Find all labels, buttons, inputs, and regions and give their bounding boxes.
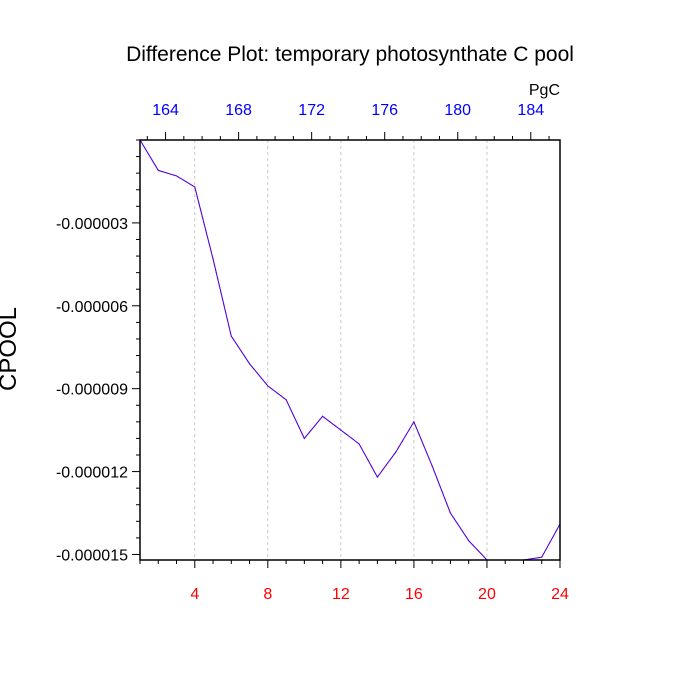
x-tick-label: 8	[263, 586, 272, 603]
y-tick-label: -0.000009	[56, 382, 128, 399]
series-line-base	[140, 140, 560, 560]
x-tick-label: 24	[551, 586, 569, 603]
data-point	[267, 385, 269, 387]
y-tick-label: -0.000012	[56, 465, 128, 482]
x-tick-label: 16	[405, 586, 423, 603]
grid-lines	[194, 140, 488, 560]
data-point	[376, 476, 378, 478]
x-tick-label: 4	[190, 586, 199, 603]
data-point	[358, 443, 360, 445]
top-axis-unit: PgC	[529, 82, 560, 99]
series-line	[140, 140, 560, 560]
chart-title: Difference Plot: temporary photosynthate…	[126, 43, 574, 66]
top-tick-label: 172	[298, 102, 325, 119]
plot-frame	[139, 139, 561, 561]
data-point	[413, 421, 415, 423]
data-point	[449, 512, 451, 514]
data-point	[431, 465, 433, 467]
top-tick-label: 180	[444, 102, 471, 119]
data-point	[285, 399, 287, 401]
data-point	[541, 556, 543, 558]
top-tick-label: 176	[371, 102, 398, 119]
y-tick-label: -0.000003	[56, 216, 128, 233]
data-point	[230, 335, 232, 337]
top-tick-label: 164	[152, 102, 179, 119]
data-point	[303, 437, 305, 439]
data-point	[157, 169, 159, 171]
data-point	[249, 363, 251, 365]
x-tick-label: 20	[478, 586, 496, 603]
data-point	[194, 186, 196, 188]
top-tick-label: 184	[517, 102, 544, 119]
y-tick-label: -0.000006	[56, 299, 128, 316]
data-point	[322, 415, 324, 417]
data-point	[340, 429, 342, 431]
data-point	[212, 258, 214, 260]
data-point	[175, 175, 178, 177]
tick-labels: 4 8 12 16 20 24 164 168 172 176 180 184 -0.000003 -0.…	[56, 102, 569, 603]
data-point	[468, 540, 470, 542]
series-layer	[140, 140, 560, 560]
top-tick-label: 168	[225, 102, 252, 119]
y-axis-label: CPOOL	[0, 307, 22, 391]
y-tick-label: -0.000015	[56, 547, 128, 564]
axis-ticks	[132, 132, 561, 568]
x-tick-label: 12	[332, 586, 350, 603]
data-point	[395, 451, 397, 453]
